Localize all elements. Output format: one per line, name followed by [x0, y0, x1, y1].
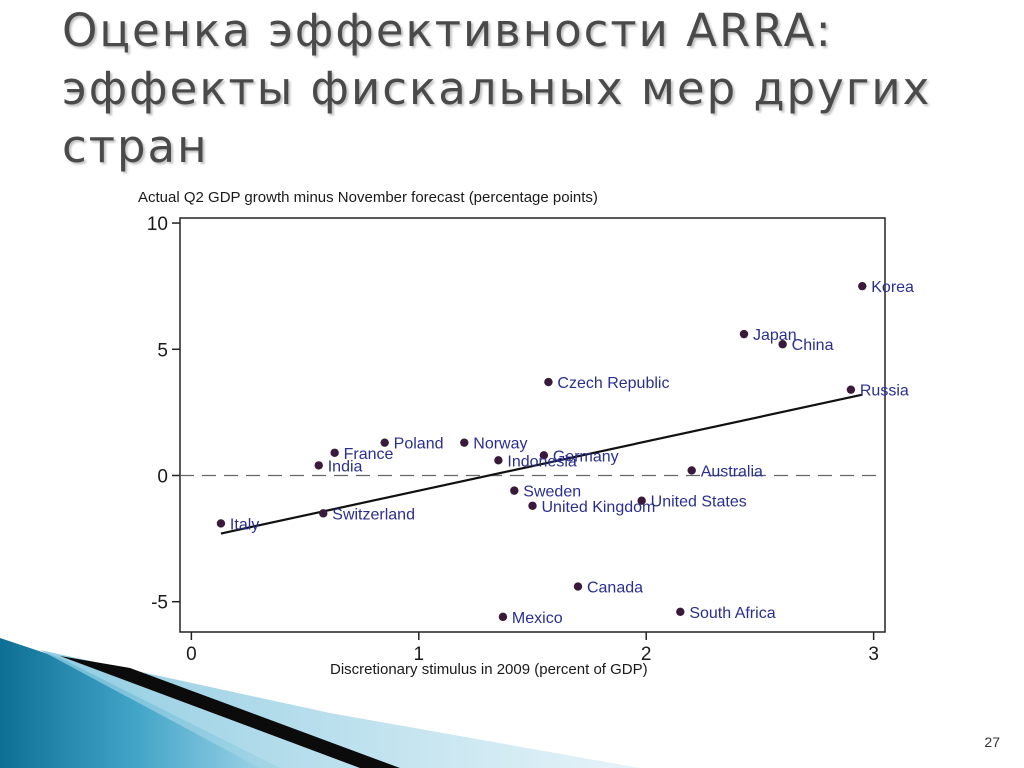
data-point	[330, 448, 339, 457]
scatter-chart-svg: Actual Q2 GDP growth minus November fore…	[138, 189, 914, 678]
x-tick-label: 2	[641, 644, 652, 665]
data-point	[539, 451, 549, 460]
data-point	[498, 612, 508, 622]
data-point-label: United Kingdom	[542, 499, 656, 516]
data-point	[319, 509, 328, 518]
plot-frame	[179, 217, 886, 633]
x-axis-label: Discretionary stimulus in 2009 (percent …	[330, 661, 648, 678]
data-point	[637, 496, 646, 505]
data-point	[573, 582, 583, 591]
y-tick-label: 10	[147, 214, 168, 235]
data-point	[460, 438, 469, 447]
data-point-label: United States	[651, 494, 747, 511]
data-point	[676, 607, 685, 617]
data-point	[380, 438, 389, 447]
x-tick-label: 1	[414, 644, 425, 665]
scatter-chart: Actual Q2 GDP growth minus November fore…	[130, 180, 915, 680]
y-tick-label: -5	[151, 593, 168, 614]
slide-title-line-3: стран	[62, 120, 209, 173]
decorative-swoosh	[0, 638, 640, 768]
data-point-label: Poland	[394, 436, 444, 453]
data-point-label: India	[328, 458, 363, 475]
data-point-label: Sweden	[523, 484, 581, 501]
data-point	[314, 461, 323, 470]
data-point	[510, 486, 519, 495]
data-point	[544, 377, 553, 387]
data-point	[216, 519, 226, 528]
x-tick-label: 0	[186, 644, 197, 665]
slide-title-line-1: Оценка эффективности ARRA:	[62, 4, 833, 57]
data-point	[528, 501, 537, 510]
data-point-label: Korea	[871, 279, 914, 296]
data-point-label: Norway	[473, 436, 527, 453]
fit-line	[220, 393, 863, 535]
data-point-label: Canada	[587, 580, 643, 597]
data-point-label: Japan	[753, 327, 797, 344]
y-axis-label: Actual Q2 GDP growth minus November fore…	[138, 189, 598, 206]
data-point	[778, 340, 787, 349]
slide-title: Оценка эффективности ARRA: эффекты фиска…	[62, 2, 1002, 176]
slide-title-line-2: эффекты фискальных мер других	[62, 62, 932, 115]
data-point-label: Germany	[553, 448, 619, 465]
data-point	[858, 281, 867, 291]
data-point-label: Indonesia	[507, 453, 576, 470]
y-tick-label: 5	[157, 340, 168, 361]
data-point	[494, 456, 503, 465]
data-point-label: Switzerland	[332, 506, 415, 523]
data-point-label: Italy	[230, 516, 259, 533]
data-point-label: China	[792, 337, 834, 354]
data-point-label: South Africa	[689, 605, 775, 622]
data-point	[846, 385, 856, 394]
data-point	[739, 329, 749, 339]
data-point-label: Mexico	[512, 610, 563, 627]
slide-number: 27	[984, 734, 1000, 750]
data-point-label: Czech Republic	[557, 375, 669, 392]
x-tick-label: 3	[868, 644, 879, 665]
data-point	[687, 466, 696, 475]
y-tick-label: 0	[157, 466, 168, 487]
data-point-label: France	[344, 446, 394, 463]
data-point-label: Russia	[860, 383, 909, 400]
data-point-label: Australia	[701, 463, 763, 480]
